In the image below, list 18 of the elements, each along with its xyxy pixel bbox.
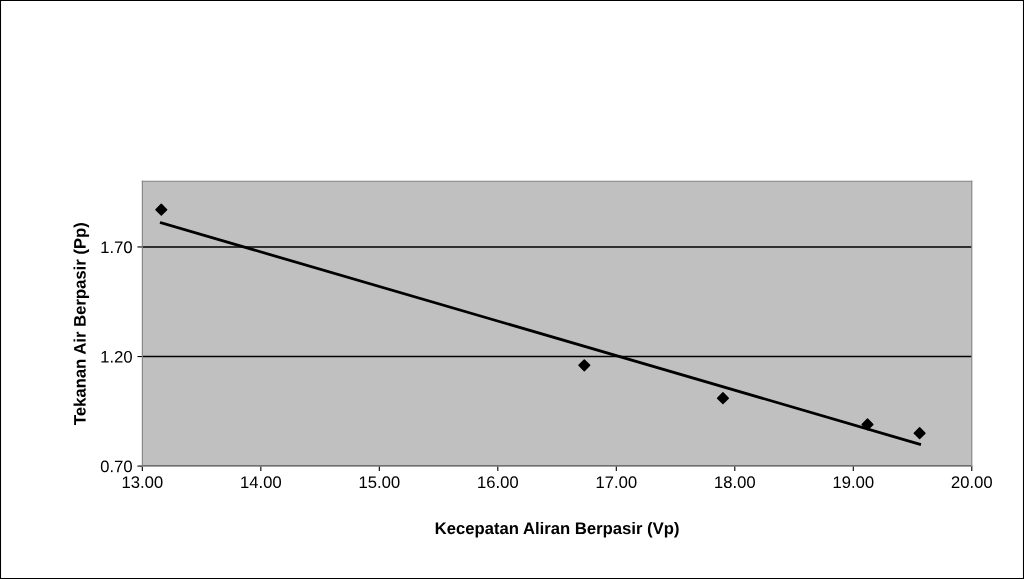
x-tick-label: 18.00 (715, 476, 755, 489)
x-tick-label: 13.00 (122, 476, 163, 489)
x-tick-label: 20.00 (951, 476, 992, 489)
y-tick-label: 1.70 (101, 241, 132, 254)
x-tick-label: 14.00 (241, 476, 282, 489)
point (155, 203, 168, 216)
point (716, 392, 730, 405)
x-tick-label: 15.00 (359, 476, 400, 489)
point (913, 427, 926, 440)
y-tick-label: 0.70 (100, 460, 132, 473)
y-tick-label: 1.20 (101, 350, 132, 363)
y-axis-title: Tekanan Air Berpasir (Pp) (73, 223, 90, 425)
x-axis-title: Kecepatan Aliran Berpasir (Vp) (435, 521, 679, 538)
x-tick-label: 19.00 (833, 476, 874, 489)
point (861, 418, 874, 431)
x-tick-label: 17.00 (596, 476, 637, 489)
x-tick-label: 16.00 (478, 476, 519, 489)
point (578, 359, 591, 372)
